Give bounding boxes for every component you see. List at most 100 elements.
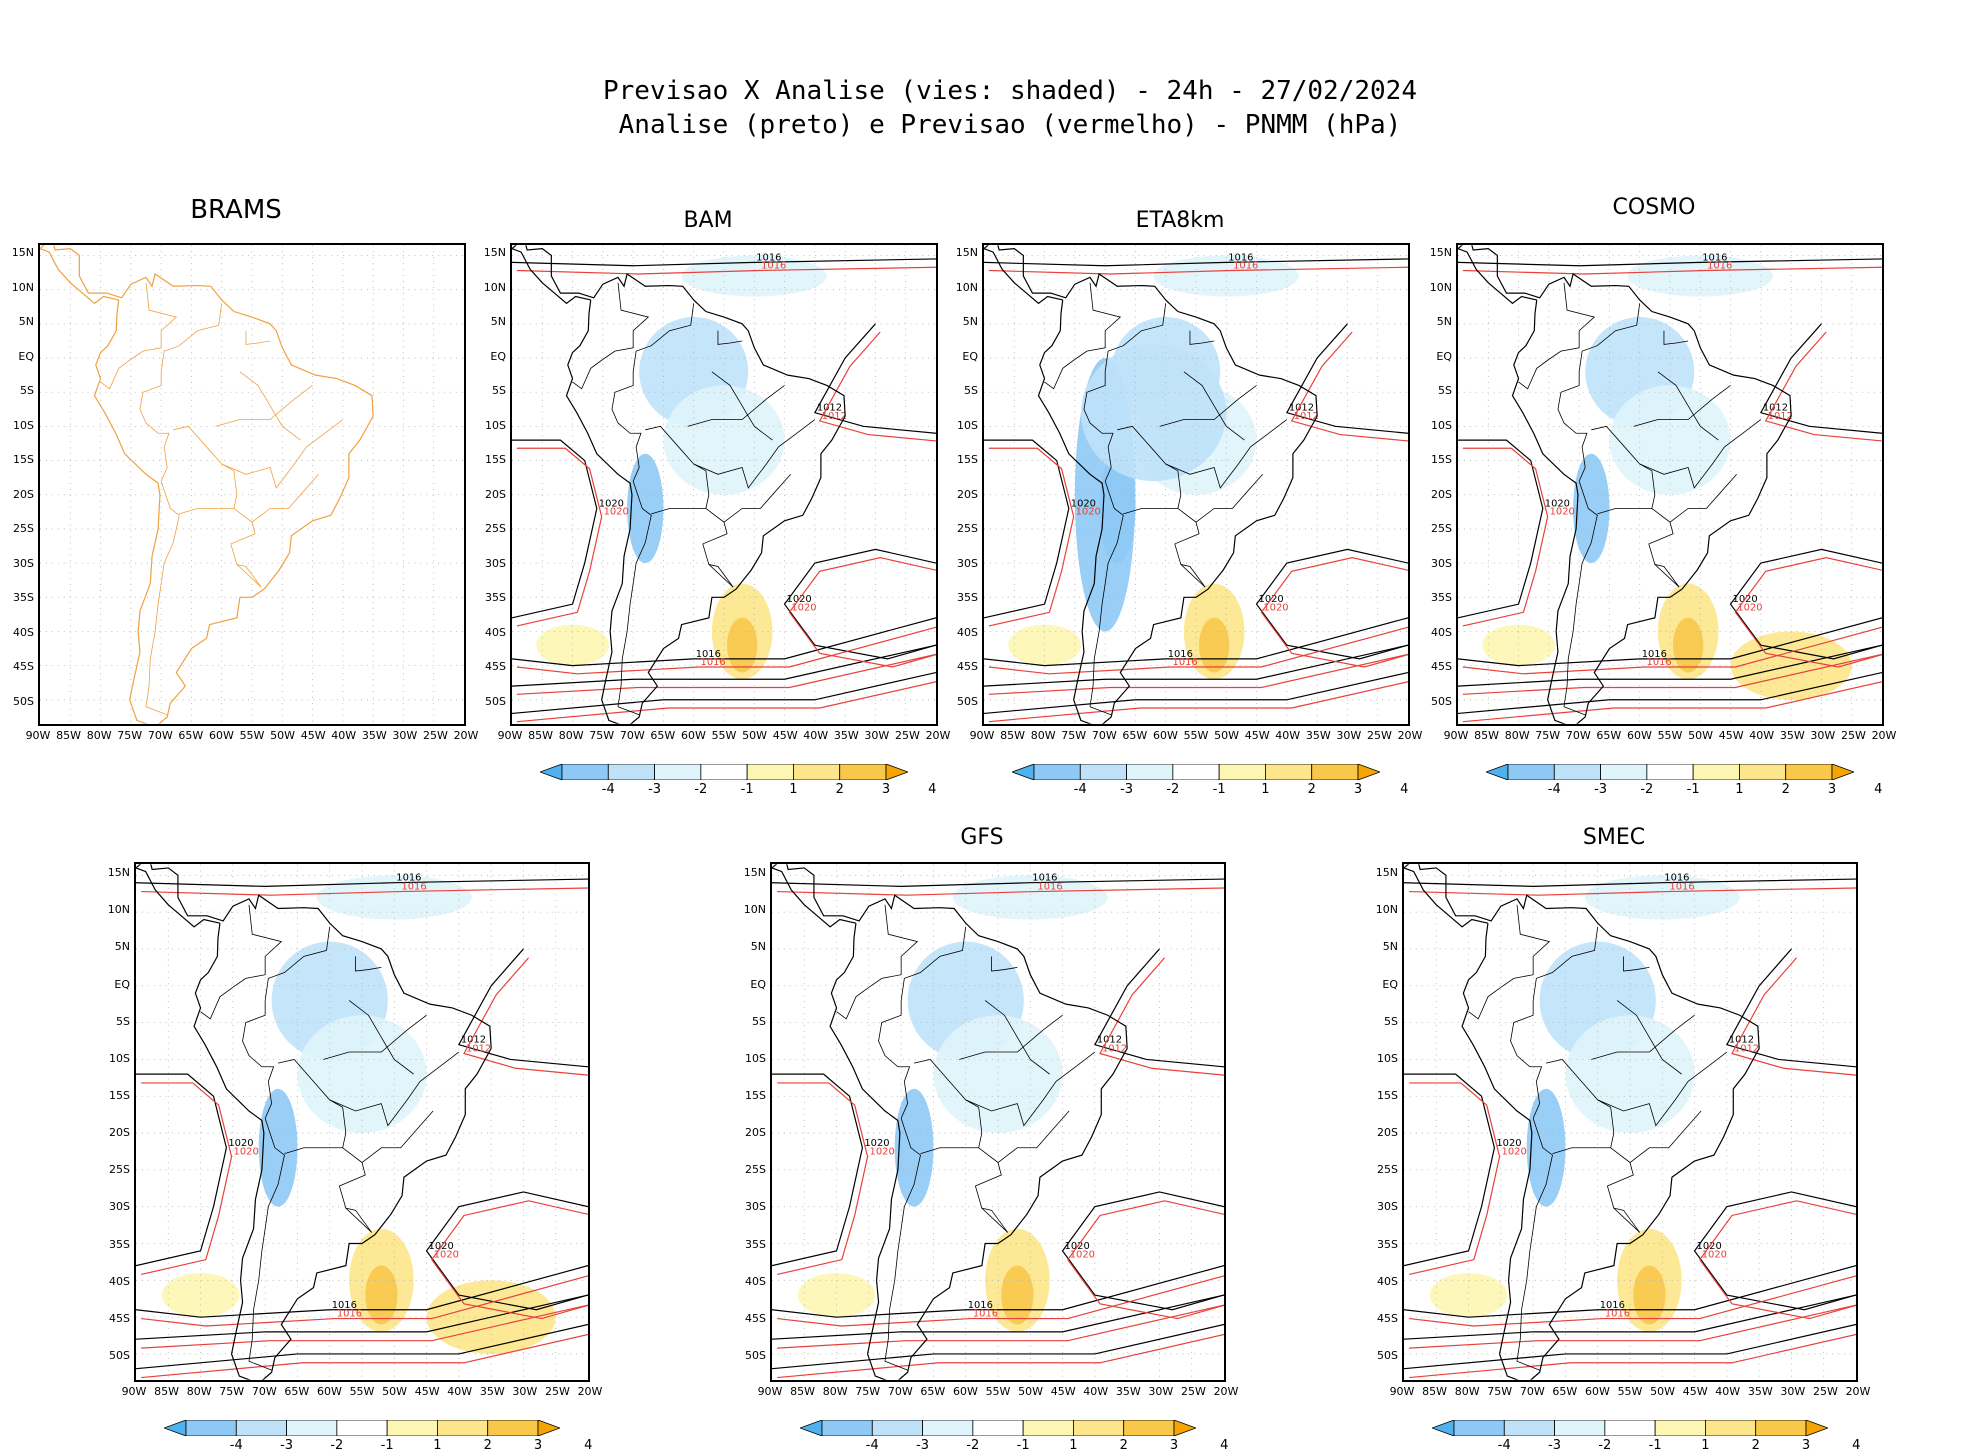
map-cosmo: 1016 1020 1020 1016 1012 1016 1020 1020 1016 1012 <box>1456 243 1884 726</box>
lon-tick-label: 40W <box>1275 729 1301 742</box>
lat-tick-label: 5S <box>964 384 978 398</box>
lat-tick-label: 25S <box>1431 522 1452 536</box>
country-border <box>693 419 816 489</box>
colorbar-label: -2 <box>1166 782 1180 797</box>
map-gfs: 1016 1020 1020 1016 1012 1016 1020 1020 1016 1012 <box>770 862 1226 1382</box>
lat-tick-label: 45S <box>1431 660 1452 674</box>
country-border <box>345 1207 373 1233</box>
forecast-isobar <box>777 1275 1224 1327</box>
analysis-isobar <box>136 1294 588 1340</box>
colorbar-label: -3 <box>648 782 662 797</box>
colorbar-swatch <box>487 1419 539 1437</box>
analysis-isobar <box>1404 1294 1856 1340</box>
forecast-isobar <box>1260 557 1408 668</box>
colorbar-swatch <box>1311 763 1359 781</box>
lat-tick-label: 40S <box>957 625 978 639</box>
colorbar-label: 2 <box>1781 782 1790 797</box>
lat-tick-label: 10N <box>483 280 506 294</box>
country-border <box>1591 1014 1695 1060</box>
colorbar-swatch <box>1453 1419 1505 1437</box>
lon-tick-label: 50W <box>1214 729 1239 742</box>
forecast-isobar <box>1764 331 1882 442</box>
country-border <box>1117 425 1182 515</box>
colorbar-swatches <box>1010 763 1382 781</box>
isobar-label: 1020 <box>228 1138 253 1149</box>
forecast-isobar <box>1462 681 1882 723</box>
panel-title-brams: BRAMS <box>190 195 282 225</box>
isobar-label: 1020 <box>234 1147 259 1158</box>
bias-shading <box>1153 255 1299 297</box>
lat-tick-label: 25S <box>745 1163 766 1177</box>
lon-tick-label: 30W <box>1148 1385 1174 1398</box>
lon-tick-label: 60W <box>680 729 706 742</box>
lon-tick-label: 45W <box>414 1385 440 1398</box>
isobar-label: 1020 <box>1545 498 1570 509</box>
isobar-label: 1020 <box>864 1138 889 1149</box>
forecast-isobar <box>141 1275 588 1327</box>
lat-tick-label: 15N <box>743 866 766 880</box>
lon-tick-label: 90W <box>1389 1385 1415 1398</box>
coastline <box>40 245 374 724</box>
isobar-label: 1016 <box>332 1300 357 1311</box>
colorbar-swatch <box>972 1419 1024 1437</box>
country-border <box>997 1110 1070 1163</box>
lat-tick-label: 20S <box>745 1126 766 1140</box>
colorbar-label: -4 <box>1497 1438 1511 1453</box>
forecast-isobar <box>988 266 1408 275</box>
country-border <box>1083 303 1167 482</box>
lon-tick-label: 20W <box>453 729 479 742</box>
country-border <box>1044 359 1076 390</box>
colorbar-swatch <box>1785 763 1833 781</box>
lat-tick-label: 10S <box>13 418 34 432</box>
colorbar-swatch <box>386 1419 438 1437</box>
colorbar-swatch <box>871 1419 923 1437</box>
country-border <box>277 1059 347 1154</box>
lon-tick-label: 80W <box>86 729 112 742</box>
colorbar-swatch <box>1507 763 1555 781</box>
lat-tick-label: EQ <box>750 977 766 991</box>
lon-tick-label: 65W <box>1122 729 1148 742</box>
colorbar-label: 3 <box>1801 1438 1811 1453</box>
country-border <box>984 1000 1050 1075</box>
colorbar-swatch <box>561 763 609 781</box>
panel-title-bam: BAM <box>683 208 733 233</box>
lat-tick-label: 10N <box>1375 903 1398 917</box>
colorbar-bam <box>538 763 910 784</box>
colorbar-label: -3 <box>916 1438 930 1453</box>
lon-tick-label: 20W <box>577 1385 603 1398</box>
forecast-isobar <box>141 1304 588 1349</box>
country-border <box>232 904 283 988</box>
lat-tick-label: 35S <box>1377 1237 1398 1251</box>
colorbar-swatch <box>654 763 702 781</box>
colorbar-swatch <box>1126 763 1174 781</box>
colorbar-swatch <box>1600 763 1648 781</box>
isobar-label: 1012 <box>822 411 847 422</box>
lat-tick-label: 10S <box>485 418 506 432</box>
isobar-label: 1016 <box>337 1309 362 1320</box>
lat-tick-label: 10S <box>745 1051 766 1065</box>
colorbar-swatch <box>1553 763 1601 781</box>
map-smec: 1016 1020 1020 1016 1012 1016 1020 1020 1016 1012 <box>1402 862 1858 1382</box>
lon-tick-label: 45W <box>1718 729 1744 742</box>
country-border <box>1557 303 1641 482</box>
lon-tick-label: 65W <box>920 1385 946 1398</box>
colorbar-swatch <box>700 763 748 781</box>
lat-tick-label: 40S <box>745 1274 766 1288</box>
lon-tick-label: 30W <box>1780 1385 1806 1398</box>
forecast-isobar <box>788 557 936 668</box>
lon-tick-label: 55W <box>349 1385 375 1398</box>
colorbar-label: -1 <box>1686 782 1700 797</box>
colorbar-swatches <box>162 1419 562 1437</box>
colorbar-swatch <box>839 763 887 781</box>
lon-tick-label: 80W <box>822 1385 848 1398</box>
colorbar-swatch <box>1033 763 1081 781</box>
lat-tick-label: 30S <box>745 1200 766 1214</box>
forecast-isobar <box>988 681 1408 723</box>
country-border <box>200 986 234 1020</box>
coastline <box>1458 245 1792 724</box>
forecast-isobar <box>516 681 936 723</box>
country-border <box>1174 508 1206 588</box>
forecast-isobar <box>1462 266 1882 275</box>
coastline <box>512 245 846 724</box>
country-border <box>338 1147 372 1233</box>
